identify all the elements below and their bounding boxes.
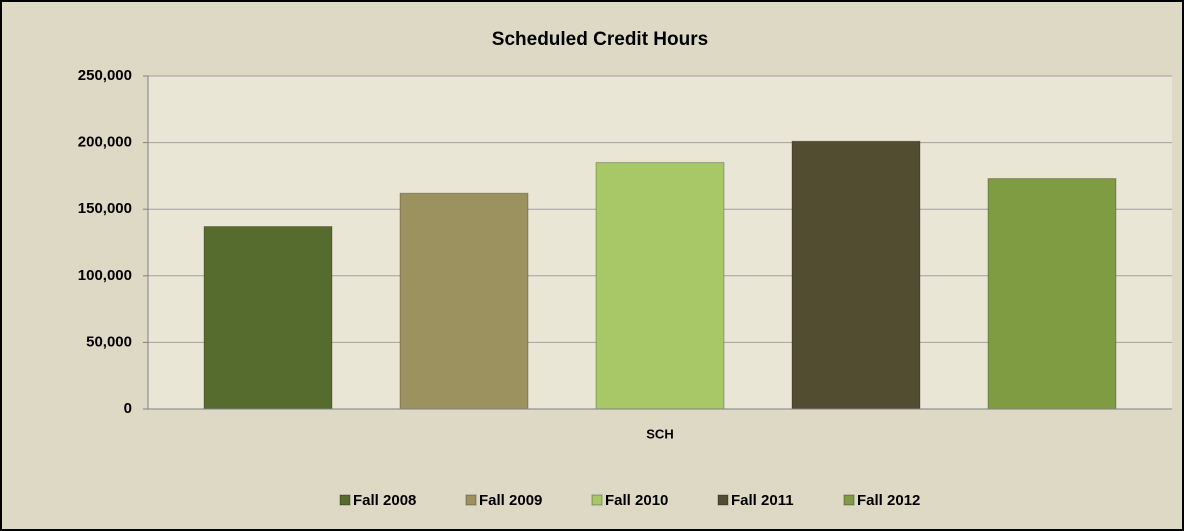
- y-tick-label: 100,000: [78, 267, 132, 284]
- legend-label: Fall 2012: [857, 492, 920, 509]
- bar: [791, 140, 921, 410]
- bar: [595, 162, 725, 410]
- y-tick-label: 250,000: [78, 67, 132, 84]
- legend-swatch: [465, 494, 477, 506]
- y-tick-label: 150,000: [78, 200, 132, 217]
- y-tick-label: 200,000: [78, 134, 132, 151]
- legend-label: Fall 2009: [479, 492, 542, 509]
- legend-swatch: [339, 494, 351, 506]
- legend-swatch: [591, 494, 603, 506]
- bar: [987, 178, 1117, 410]
- bar: [203, 226, 333, 410]
- legend-label: Fall 2011: [731, 492, 794, 509]
- chart-title: Scheduled Credit Hours: [492, 29, 708, 50]
- x-tick-label: SCH: [646, 426, 673, 441]
- legend-label: Fall 2010: [605, 492, 668, 509]
- y-tick-label: 50,000: [86, 333, 132, 350]
- legend-label: Fall 2008: [353, 492, 416, 509]
- legend-swatch: [717, 494, 729, 506]
- y-tick-label: 0: [124, 400, 132, 417]
- bar: [399, 192, 529, 410]
- legend-swatch: [843, 494, 855, 506]
